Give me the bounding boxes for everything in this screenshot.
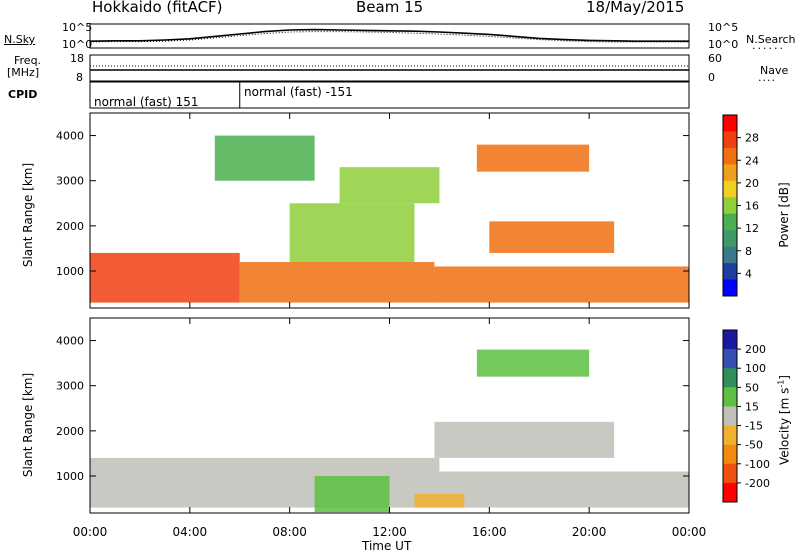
velocity-colorbar-segment-9 [723, 482, 737, 503]
velocity-ytick-label-1000: 1000 [56, 470, 84, 483]
date-title: 18/May/2015 [586, 0, 685, 16]
xtick-label-1: 04:00 [173, 525, 208, 539]
xtick-label-4: 16:00 [472, 525, 507, 539]
power-colorbar-segment-11 [723, 279, 737, 297]
power-region-6 [214, 135, 315, 181]
xtick-label-2: 08:00 [272, 525, 307, 539]
velocity-colorbar-segment-5 [723, 406, 737, 427]
velocity-colorbar-tick-label-6: -100 [745, 458, 770, 471]
power-colorbar-tick-label-4: 20 [745, 177, 759, 190]
beam-title: Beam 15 [356, 0, 424, 16]
power-colorbar-segment-10 [723, 263, 737, 281]
power-colorbar-segment-1 [723, 115, 737, 132]
power-region-2 [239, 261, 435, 303]
power-region-7 [289, 203, 415, 262]
xtick-label-3: 12:00 [372, 525, 407, 539]
velocity-colorbar-tick-label-1: 100 [745, 362, 766, 375]
velocity-colorbar-segment-4 [723, 387, 737, 407]
power-ytick-label-4000: 4000 [56, 130, 84, 143]
power-colorbar-tick-label-2: 12 [745, 222, 759, 235]
velocity-colorbar-segment-1 [723, 330, 737, 350]
noise-tick-right-top: 10^5 [708, 21, 739, 34]
velocity-colorbar-segment-2 [723, 349, 737, 369]
cpid-entry-1: normal (fast) 151 [94, 95, 199, 109]
nsky-label: N.Sky [4, 33, 36, 46]
power-colorbar-tick-label-3: 16 [745, 200, 759, 213]
nsearch-style: ...... [752, 39, 785, 52]
xtick-label-5: 20:00 [572, 525, 607, 539]
cpid-label: CPID [8, 88, 38, 101]
power-colorbar-segment-4 [723, 164, 737, 182]
freq-tick-top: 18 [70, 52, 84, 65]
velocity-colorbar-segment-3 [723, 368, 737, 388]
power-region-1 [90, 252, 240, 303]
velocity-colorbar-frame [722, 329, 738, 503]
noise-tick-right-bottom: 10^0 [708, 38, 739, 51]
power-region-4 [489, 221, 615, 253]
freq-panel-frame [89, 54, 690, 82]
freq-label: Freq. [14, 54, 42, 67]
power-region-5 [476, 144, 590, 172]
cpid-entry-2: normal (fast) -151 [244, 85, 353, 99]
freq-tick-bottom: 8 [76, 71, 83, 84]
power-ytick-label-2000: 2000 [56, 220, 84, 233]
nsearch-line [89, 31, 689, 43]
velocity-colorbar-segment-7 [723, 444, 737, 465]
power-colorbar-segment-9 [723, 246, 737, 264]
velocity-colorbar-tick-label-5: -50 [745, 439, 763, 452]
station-title: Hokkaido (fitACF) [92, 0, 223, 16]
freq-unit-label: [MHz] [7, 66, 40, 79]
nave-label: Nave [760, 64, 789, 77]
noise-tick-left-top: 10^5 [62, 21, 93, 34]
power-region-3 [434, 266, 689, 303]
power-colorbar-segment-7 [723, 213, 737, 231]
velocity-region-5 [314, 475, 390, 513]
power-ytick-label-1000: 1000 [56, 265, 84, 278]
velocity-colorbar-tick-label-0: 200 [745, 343, 766, 356]
power-colorbar-tick-label-1: 8 [745, 245, 752, 258]
noise-panel-frame [89, 23, 690, 49]
power-ytick-label-3000: 3000 [56, 175, 84, 188]
velocity-region-6 [414, 494, 465, 508]
xtick-label-6: 00:00 [672, 525, 707, 539]
xtick-label-0: 00:00 [73, 525, 108, 539]
nave-tick-bottom: 0 [708, 71, 715, 84]
power-colorbar-segment-8 [723, 230, 737, 248]
nsky-line [89, 28, 689, 42]
nave-style: .... [758, 71, 776, 84]
velocity-colorbar-tick-label-4: -15 [745, 420, 763, 433]
power-colorbar-segment-2 [723, 131, 737, 149]
velocity-ytick-label-3000: 3000 [56, 380, 84, 393]
power-colorbar-tick-label-5: 24 [745, 154, 759, 167]
velocity-region-2 [439, 471, 689, 508]
nave-tick-top: 60 [708, 52, 722, 65]
x-axis-label: Time UT [362, 539, 412, 553]
nsearch-label: N.Search [746, 33, 796, 46]
power-colorbar-tick-label-6: 28 [745, 132, 759, 145]
power-colorbar-segment-5 [723, 180, 737, 198]
velocity-region-4 [434, 421, 615, 458]
noise-tick-left-bottom: 10^0 [62, 38, 93, 51]
velocity-colorbar-tick-label-2: 50 [745, 381, 759, 394]
velocity-ytick-label-2000: 2000 [56, 425, 84, 438]
velocity-colorbar-segment-8 [723, 463, 737, 484]
power-colorbar-segment-3 [723, 147, 737, 165]
power-region-8 [339, 167, 440, 204]
velocity-colorbar-tick-label-3: 15 [745, 400, 759, 413]
velocity-ytick-label-4000: 4000 [56, 335, 84, 348]
velocity-colorbar-tick-label-7: -200 [745, 477, 770, 490]
power-colorbar-segment-6 [723, 197, 737, 215]
velocity-region-3 [476, 349, 590, 377]
velocity-colorbar-segment-6 [723, 425, 737, 446]
power-colorbar-tick-label-0: 4 [745, 267, 752, 280]
cpid-panel-frame [89, 81, 690, 109]
